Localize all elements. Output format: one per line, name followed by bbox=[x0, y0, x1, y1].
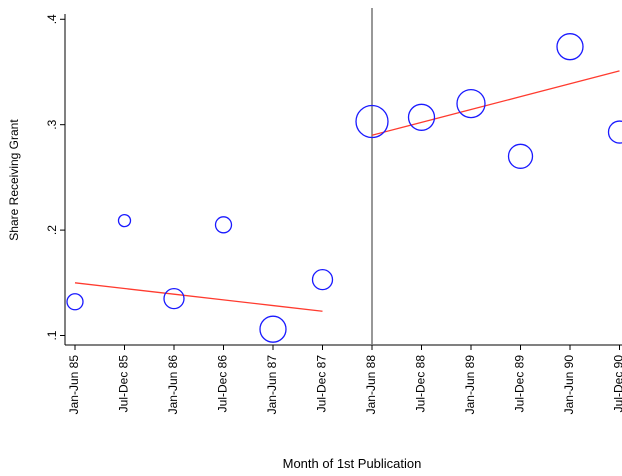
bubble bbox=[407, 103, 436, 131]
bubble bbox=[507, 143, 534, 169]
y-tick-label: .3 bbox=[45, 119, 59, 129]
x-tick-label: Jan-Jun 87 bbox=[265, 355, 279, 415]
bubble bbox=[607, 120, 622, 144]
bubble bbox=[456, 88, 486, 119]
y-tick-label: .2 bbox=[45, 225, 59, 235]
x-tick-label: Jul-Dec 85 bbox=[117, 355, 131, 413]
bubble bbox=[311, 268, 334, 291]
fit-line bbox=[371, 70, 620, 136]
bubble bbox=[117, 213, 132, 228]
x-tick-label: Jan-Jun 90 bbox=[562, 355, 576, 415]
bubble bbox=[355, 104, 389, 139]
bubble bbox=[214, 216, 233, 234]
bubble bbox=[556, 33, 584, 61]
x-tick-label: Jul-Dec 87 bbox=[315, 355, 329, 413]
y-tick-label: .4 bbox=[45, 14, 59, 24]
x-tick-label: Jan-Jun 89 bbox=[463, 355, 477, 415]
x-tick-label: Jul-Dec 90 bbox=[612, 355, 622, 413]
fit-line bbox=[74, 282, 323, 312]
bubble bbox=[66, 293, 84, 311]
x-tick-label: Jul-Dec 86 bbox=[216, 355, 230, 413]
x-tick-label: Jan-Jun 88 bbox=[364, 355, 378, 415]
bubble bbox=[259, 315, 287, 343]
x-tick-label: Jul-Dec 89 bbox=[513, 355, 527, 413]
x-tick-label: Jan-Jun 85 bbox=[67, 355, 81, 415]
y-axis-label: Share Receiving Grant bbox=[7, 119, 21, 241]
x-tick-label: Jul-Dec 88 bbox=[414, 355, 428, 413]
x-axis-label: Month of 1st Publication bbox=[283, 456, 422, 471]
bubble bbox=[163, 287, 185, 310]
x-tick-label: Jan-Jun 86 bbox=[166, 355, 180, 415]
y-tick-label: .1 bbox=[45, 330, 59, 340]
